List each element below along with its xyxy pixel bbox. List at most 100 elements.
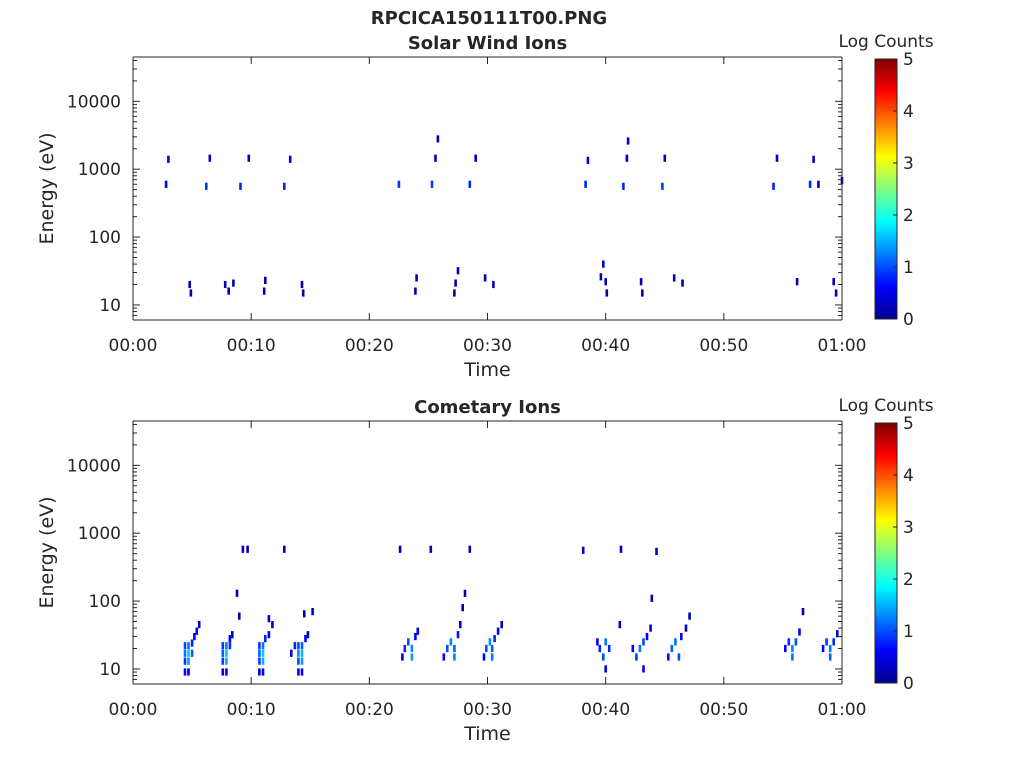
heatmap-cell [416,627,420,635]
heatmap-cell [449,638,453,646]
heatmap-cells [164,135,844,297]
heatmap-cell [812,155,815,163]
heatmap-cell [238,612,241,620]
heatmap-cell [642,665,645,673]
colorbar-label: Log Counts [838,32,933,52]
x-tick-label: 01:00 [818,700,867,720]
heatmap-cell [297,668,300,676]
panel-title: Solar Wind Ions [408,33,567,54]
heatmap-cell [164,180,168,188]
heatmap-cell [430,180,434,188]
heatmap-cell [602,653,605,661]
x-tick-label: 00:30 [463,700,512,720]
heatmap-cell [434,154,437,162]
heatmap-cell [167,155,170,163]
heatmap-cell [468,545,472,553]
heatmap-cell [187,668,190,676]
heatmap-cell [261,642,265,650]
heatmap-cell [297,649,300,657]
heatmap-cell [834,289,838,297]
heatmap-cell [622,182,625,190]
heatmap-cell [688,612,691,620]
heatmap-cell [586,156,590,164]
heatmap-cell [832,638,835,646]
heatmap-cell [187,642,190,650]
heatmap-cell [655,547,658,555]
heatmap-cell [231,631,234,639]
heatmap-cell [794,638,798,646]
heatmap-cell [228,635,232,643]
heatmap-cell [221,668,225,676]
heatmap-cell [674,638,677,646]
heatmap-cell [225,649,228,657]
y-tick-label: 1000 [78,160,121,180]
heatmap-cell [415,274,418,282]
x-tick-label: 00:50 [699,700,748,720]
x-tick-label: 00:30 [463,336,512,356]
heatmap-cell [488,638,492,646]
heatmap-cell [261,668,265,676]
y-axis-label: Energy (eV) [36,132,58,244]
heatmap-cells [183,545,839,676]
x-axis-label: Time [463,359,511,381]
heatmap-cell [641,289,644,297]
heatmap-cell [667,653,670,661]
heatmap-cell [584,180,587,188]
plot-area [133,421,842,684]
heatmap-cell [258,657,261,665]
heatmap-cell [227,287,230,295]
heatmap-cell [650,594,654,602]
heatmap-cell [429,545,433,553]
colorbar-label: Log Counts [838,396,933,416]
heatmap-cell [784,644,787,653]
heatmap-cell [258,668,261,676]
colorbar [874,422,898,684]
heatmap-cell [258,649,261,657]
heatmap-cell [672,274,676,282]
heatmap-cell [832,278,835,286]
heatmap-cell [661,182,664,190]
heatmap-cell [223,280,227,289]
heatmap-cell [262,287,266,295]
heatmap-cell [670,644,674,653]
heatmap-cell [183,668,187,676]
heatmap-cell [221,642,225,650]
heatmap-cell [271,621,274,629]
heatmap-cell [453,644,456,653]
heatmap-cell [496,627,500,635]
heatmap-cell [581,546,585,554]
y-tick-label: 10000 [67,456,121,476]
heatmap-cell [453,289,456,297]
heatmap-cell [225,642,228,650]
heatmap-cell [261,657,265,665]
heatmap-cell [264,276,267,284]
heatmap-cell [456,631,460,639]
heatmap-cell [190,649,194,657]
y-tick-label: 10 [99,660,121,680]
heatmap-cell [791,644,794,653]
heatmap-cell [311,608,314,616]
x-axis-label: Time [463,723,511,745]
x-tick-label: 00:10 [227,336,276,356]
heatmap-cell [490,644,494,653]
heatmap-cell [401,653,404,661]
heatmap-cell [304,635,307,643]
colorbar-tick-label: 2 [903,570,914,590]
heatmap-cell [474,154,477,162]
heatmap-cell [407,638,410,646]
heatmap-cell [208,154,212,162]
colorbar-tick-label: 1 [903,258,914,278]
heatmap-cell [828,644,832,653]
heatmap-cell [221,649,225,657]
heatmap-cell [482,653,486,661]
x-tick-label: 00:20 [345,700,394,720]
heatmap-cell [598,644,602,653]
colorbar-tick-label: 4 [903,102,914,122]
heatmap-cell [483,274,487,282]
heatmap-cell [283,182,286,190]
heatmap-cell [631,644,635,653]
colorbar-tick-label: 0 [903,310,914,330]
heatmap-cell [414,287,417,295]
heatmap-cell [397,180,401,188]
